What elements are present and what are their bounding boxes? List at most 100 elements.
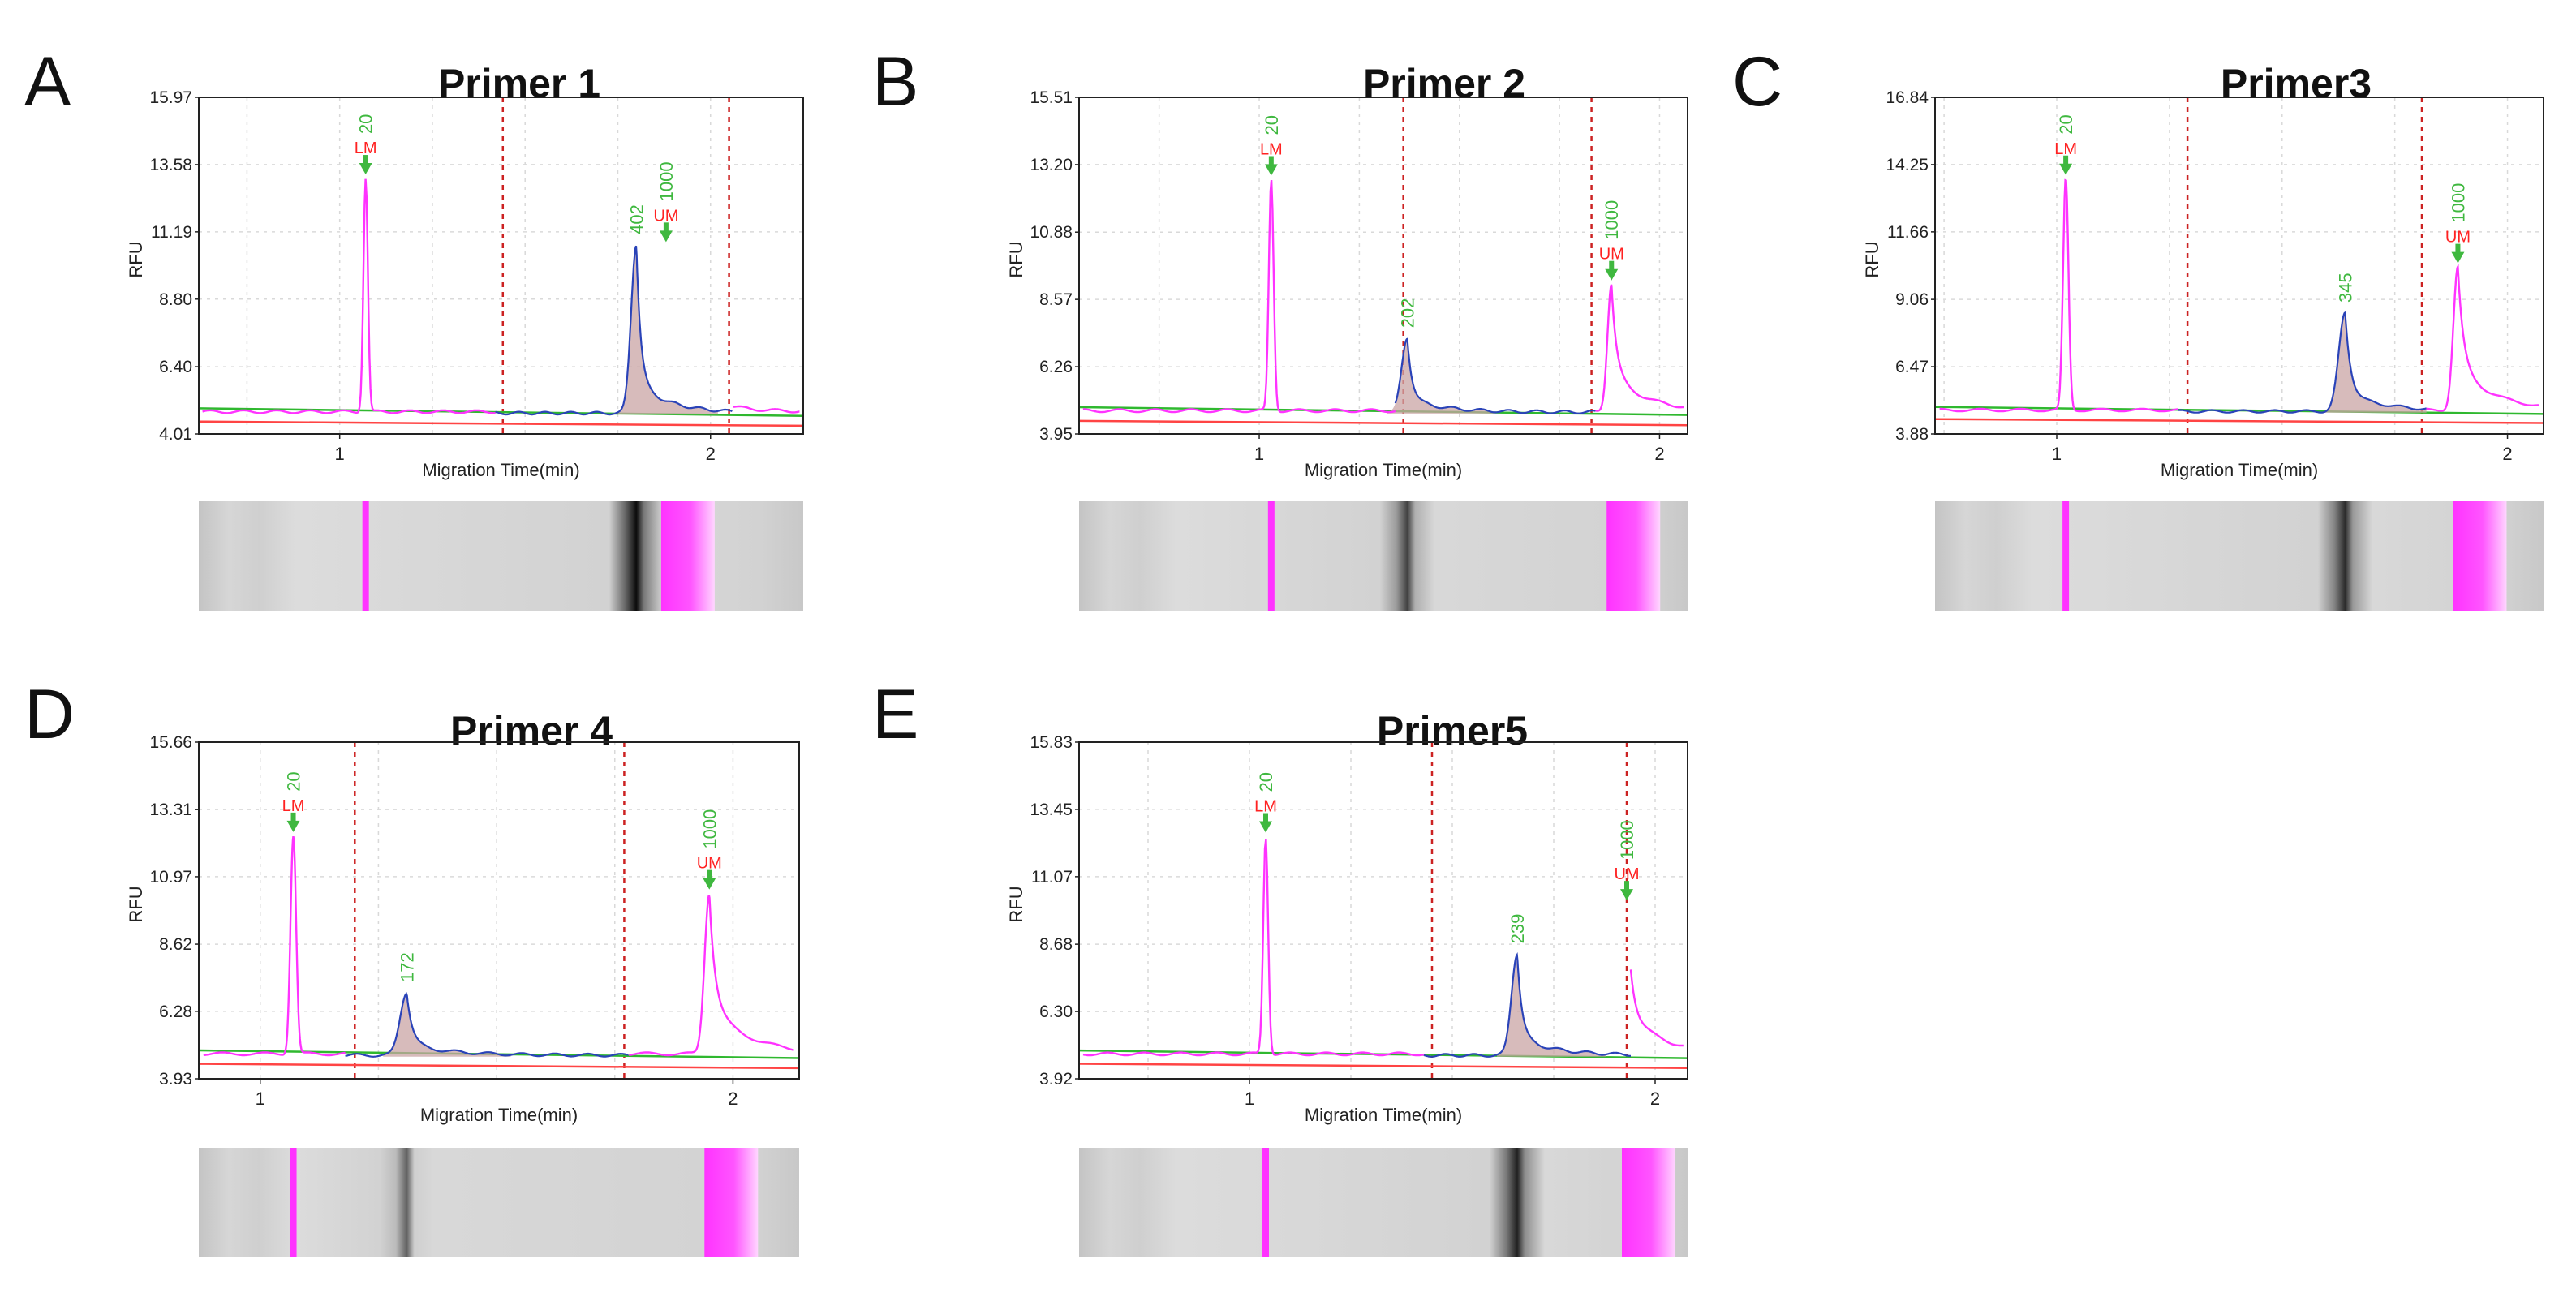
panel-d: D Primer 4 3.93 6.28 8.62 10.97 13.31 15.66 1 2 Mi… bbox=[24, 676, 800, 1257]
plot-frame bbox=[1934, 97, 2544, 435]
panel-letter: D bbox=[24, 676, 75, 754]
upper-marker-arrow bbox=[2451, 251, 2465, 264]
y-tick-label: 10.97 bbox=[149, 868, 192, 887]
x-tick-label: 1 bbox=[1254, 444, 1264, 464]
y-tick-label: 15.83 bbox=[1030, 733, 1073, 752]
upper-marker-arrow bbox=[659, 230, 673, 243]
panel-a: A Primer 1 4.01 6.40 8.80 11.19 13.58 15.97 1 2 Mi… bbox=[24, 43, 804, 611]
sample-trace bbox=[1394, 337, 1596, 414]
y-tick-label: 3.88 bbox=[1895, 425, 1929, 444]
upper-marker-marker-label: UM bbox=[1614, 865, 1639, 883]
x-tick-label: 2 bbox=[1650, 1088, 1660, 1109]
panel-title: Primer 2 bbox=[1363, 61, 1525, 106]
panel-e: E Primer5 3.92 6.30 8.68 11.07 13.45 15.83 1 2 Mig… bbox=[872, 676, 1688, 1257]
y-tick-label: 10.88 bbox=[1030, 223, 1073, 242]
y-tick-label: 13.58 bbox=[149, 156, 192, 174]
y-tick-label: 4.01 bbox=[159, 425, 192, 444]
panel-title: Primer 4 bbox=[450, 708, 613, 754]
upper-marker-size-label: 1000 bbox=[1617, 820, 1637, 860]
gel-lane bbox=[1079, 501, 1688, 611]
y-tick-label: 13.20 bbox=[1030, 156, 1073, 174]
gel-upper-marker-band bbox=[1606, 501, 1661, 611]
y-tick-label: 6.26 bbox=[1039, 358, 1073, 376]
y-tick-label: 15.51 bbox=[1030, 88, 1073, 107]
panel-title: Primer5 bbox=[1377, 708, 1528, 754]
baseline-red bbox=[1078, 419, 1688, 427]
gel-lower-marker-band bbox=[2062, 501, 2070, 611]
lower-marker-marker-label: LM bbox=[1260, 140, 1283, 158]
y-axis-label: RFU bbox=[126, 886, 146, 922]
baseline-red bbox=[198, 420, 804, 427]
y-tick-label: 8.68 bbox=[1039, 935, 1073, 954]
panel-b: B Primer 2 3.95 6.26 8.57 10.88 13.20 15.51 1 2 Mi… bbox=[872, 43, 1688, 611]
sample-peak-area bbox=[1497, 955, 1606, 1057]
x-tick-label: 1 bbox=[335, 444, 345, 464]
sample-trace bbox=[345, 991, 629, 1058]
upper-marker-arrow-stem bbox=[2455, 243, 2461, 254]
grid bbox=[1079, 742, 1688, 1079]
y-tick-label: 16.84 bbox=[1886, 88, 1929, 107]
y-tick-label: 6.40 bbox=[159, 358, 192, 376]
grid bbox=[199, 742, 799, 1079]
y-tick-label: 6.28 bbox=[159, 1003, 192, 1021]
marker-trace-lower bbox=[1939, 178, 2178, 413]
y-tick-label: 9.06 bbox=[1895, 290, 1929, 309]
y-axis-label: RFU bbox=[1006, 241, 1026, 277]
x-tick-label: 2 bbox=[1654, 444, 1664, 464]
upper-marker-arrow-stem bbox=[707, 869, 712, 880]
lower-marker-arrow bbox=[359, 163, 372, 175]
upper-marker-marker-label: UM bbox=[697, 855, 722, 873]
baseline-red bbox=[1078, 1063, 1688, 1070]
lower-marker-marker-label: LM bbox=[282, 797, 305, 815]
gel-upper-marker-band bbox=[2453, 501, 2507, 611]
lower-marker-size-label: 20 bbox=[356, 114, 376, 134]
y-tick-label: 13.31 bbox=[149, 801, 192, 819]
y-tick-label: 8.57 bbox=[1039, 290, 1073, 309]
gel-background bbox=[199, 1148, 799, 1257]
upper-marker-size-label: 1000 bbox=[2448, 183, 2468, 223]
marker-trace-upper bbox=[2426, 263, 2539, 412]
upper-marker-arrow bbox=[703, 878, 716, 890]
marker-trace-lower bbox=[1082, 839, 1425, 1057]
baseline-green bbox=[198, 407, 804, 418]
upper-marker-marker-label: UM bbox=[2445, 229, 2471, 247]
x-tick-label: 1 bbox=[256, 1088, 265, 1109]
upper-marker-arrow-stem bbox=[1609, 260, 1615, 271]
lower-marker-arrow-stem bbox=[1268, 156, 1274, 166]
upper-marker-arrow-stem bbox=[1624, 881, 1629, 891]
marker-trace-lower bbox=[202, 178, 496, 414]
y-tick-label: 8.62 bbox=[159, 935, 192, 954]
y-tick-label: 3.92 bbox=[1039, 1070, 1073, 1088]
y-tick-label: 8.80 bbox=[159, 290, 192, 309]
y-tick-label: 14.25 bbox=[1886, 156, 1929, 174]
marker-trace-upper bbox=[1595, 284, 1684, 412]
lower-marker-arrow-stem bbox=[1263, 813, 1268, 823]
y-tick-label: 6.30 bbox=[1039, 1003, 1073, 1021]
sample-trace bbox=[1423, 952, 1631, 1058]
panel-title: Primer3 bbox=[2221, 61, 2372, 106]
gel-lower-marker-band bbox=[1262, 1148, 1269, 1257]
y-tick-label: 3.93 bbox=[159, 1070, 192, 1088]
lower-marker-arrow-stem bbox=[2063, 155, 2069, 165]
y-tick-label: 11.66 bbox=[1887, 223, 1929, 242]
panel-letter: E bbox=[872, 676, 918, 754]
plot-frame bbox=[1078, 97, 1688, 435]
y-tick-label: 11.19 bbox=[151, 223, 192, 242]
upper-marker-arrow-stem bbox=[663, 222, 669, 233]
x-tick-label: 1 bbox=[1245, 1088, 1254, 1109]
gel-lower-marker-band bbox=[290, 1148, 297, 1257]
baseline-red bbox=[1934, 418, 2544, 424]
x-tick-label: 2 bbox=[706, 444, 716, 464]
gel-lane bbox=[1935, 501, 2544, 611]
sample-peak-size-label: 402 bbox=[626, 204, 647, 234]
marker-trace-lower bbox=[203, 836, 346, 1057]
gel-lane bbox=[1079, 1148, 1688, 1257]
y-axis-label: RFU bbox=[1006, 886, 1026, 922]
upper-marker-arrow bbox=[1605, 268, 1619, 281]
upper-marker-size-label: 1000 bbox=[656, 161, 677, 201]
grid bbox=[1079, 97, 1688, 434]
sample-peak-area bbox=[1387, 338, 1496, 414]
x-axis-label: Migration Time(min) bbox=[420, 1105, 578, 1125]
grid bbox=[199, 97, 803, 434]
